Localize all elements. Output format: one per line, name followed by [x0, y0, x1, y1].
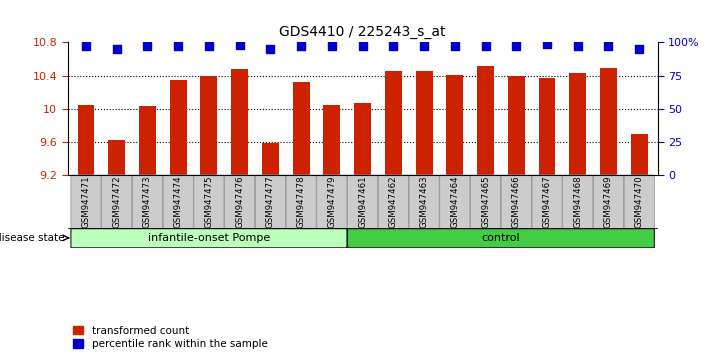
- Point: [234, 42, 245, 48]
- FancyBboxPatch shape: [348, 175, 378, 228]
- FancyBboxPatch shape: [348, 229, 654, 248]
- Bar: [416, 71, 432, 175]
- Point: [418, 44, 429, 49]
- Point: [264, 46, 276, 52]
- Text: GSM947472: GSM947472: [112, 175, 121, 228]
- Text: GSM947477: GSM947477: [266, 175, 275, 228]
- Point: [510, 44, 522, 49]
- Point: [326, 44, 338, 49]
- Bar: [570, 73, 586, 175]
- Text: infantile-onset Pompe: infantile-onset Pompe: [148, 233, 270, 243]
- FancyBboxPatch shape: [562, 175, 593, 228]
- FancyBboxPatch shape: [255, 175, 285, 228]
- Text: GSM947464: GSM947464: [450, 175, 459, 228]
- Point: [111, 46, 122, 52]
- Bar: [262, 143, 279, 175]
- Text: GSM947465: GSM947465: [481, 175, 490, 228]
- Legend: transformed count, percentile rank within the sample: transformed count, percentile rank withi…: [73, 326, 267, 349]
- Bar: [324, 104, 341, 175]
- Text: GSM947475: GSM947475: [205, 175, 213, 228]
- Bar: [600, 68, 617, 175]
- FancyBboxPatch shape: [471, 175, 501, 228]
- FancyBboxPatch shape: [317, 175, 347, 228]
- Text: GSM947466: GSM947466: [512, 175, 520, 228]
- Bar: [231, 69, 248, 175]
- Point: [480, 44, 491, 49]
- Text: GSM947468: GSM947468: [573, 175, 582, 228]
- Bar: [293, 82, 309, 175]
- Bar: [170, 80, 187, 175]
- Text: GSM947463: GSM947463: [419, 175, 429, 228]
- FancyBboxPatch shape: [102, 175, 132, 228]
- Point: [387, 44, 399, 49]
- Point: [541, 41, 552, 47]
- Bar: [108, 140, 125, 175]
- Text: GSM947474: GSM947474: [173, 175, 183, 228]
- Bar: [201, 76, 218, 175]
- Point: [203, 44, 215, 49]
- Bar: [447, 75, 464, 175]
- FancyBboxPatch shape: [624, 175, 654, 228]
- Point: [357, 44, 368, 49]
- Text: control: control: [481, 233, 520, 243]
- Text: GSM947478: GSM947478: [296, 175, 306, 228]
- Bar: [385, 71, 402, 175]
- FancyBboxPatch shape: [409, 175, 439, 228]
- Point: [80, 44, 92, 49]
- Point: [449, 44, 461, 49]
- FancyBboxPatch shape: [378, 175, 408, 228]
- FancyBboxPatch shape: [194, 175, 224, 228]
- FancyBboxPatch shape: [132, 175, 163, 228]
- Bar: [538, 78, 555, 175]
- Point: [296, 44, 307, 49]
- Text: GSM947469: GSM947469: [604, 175, 613, 228]
- Text: GSM947462: GSM947462: [389, 175, 398, 228]
- Text: GSM947461: GSM947461: [358, 175, 367, 228]
- Text: GSM947473: GSM947473: [143, 175, 152, 228]
- FancyBboxPatch shape: [225, 175, 255, 228]
- Text: GSM947476: GSM947476: [235, 175, 244, 228]
- Point: [572, 44, 584, 49]
- Text: disease state: disease state: [0, 233, 65, 243]
- Bar: [477, 67, 494, 175]
- FancyBboxPatch shape: [286, 175, 316, 228]
- FancyBboxPatch shape: [501, 175, 531, 228]
- Bar: [508, 76, 525, 175]
- FancyBboxPatch shape: [594, 175, 624, 228]
- FancyBboxPatch shape: [532, 175, 562, 228]
- Bar: [631, 135, 648, 175]
- Title: GDS4410 / 225243_s_at: GDS4410 / 225243_s_at: [279, 25, 446, 39]
- Text: GSM947467: GSM947467: [542, 175, 552, 228]
- Bar: [139, 106, 156, 175]
- FancyBboxPatch shape: [71, 175, 101, 228]
- Text: GSM947470: GSM947470: [635, 175, 643, 228]
- FancyBboxPatch shape: [71, 229, 347, 248]
- Point: [634, 46, 645, 52]
- Bar: [77, 104, 95, 175]
- Point: [173, 44, 184, 49]
- Text: GSM947479: GSM947479: [327, 175, 336, 228]
- Text: GSM947471: GSM947471: [82, 175, 90, 228]
- Point: [141, 44, 153, 49]
- Point: [603, 44, 614, 49]
- Bar: [354, 103, 371, 175]
- FancyBboxPatch shape: [440, 175, 470, 228]
- FancyBboxPatch shape: [163, 175, 193, 228]
